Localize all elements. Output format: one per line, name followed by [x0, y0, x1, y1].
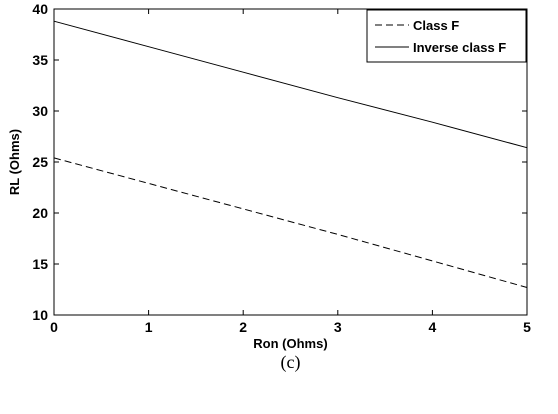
- y-axis-title: RL (Ohms): [7, 129, 22, 195]
- legend-label: Inverse class F: [413, 40, 506, 55]
- legend: Class F Inverse class F: [366, 9, 527, 63]
- series-layer: [53, 20, 528, 288]
- legend-box: [366, 9, 527, 63]
- y-tick-label: 35: [32, 52, 48, 68]
- x-tick-label: 3: [334, 319, 342, 335]
- x-tick-label: 1: [145, 319, 153, 335]
- x-axis-title: Ron (Ohms): [253, 336, 327, 351]
- series-line-class-f: [53, 157, 528, 288]
- x-axis: 0 1 2 3 4 5: [50, 9, 531, 335]
- y-tick-label: 25: [32, 154, 48, 170]
- x-tick-label: 0: [50, 319, 58, 335]
- figure-caption: (c): [281, 352, 301, 373]
- y-tick-label: 40: [32, 1, 48, 17]
- x-tick-label: 5: [523, 319, 531, 335]
- series-line-inverse-class-f: [53, 20, 528, 149]
- y-tick-label: 10: [32, 307, 48, 323]
- y-axis: 10 15 20 25 30 35 40: [32, 1, 527, 323]
- x-tick-label: 4: [429, 319, 437, 335]
- y-tick-label: 20: [32, 205, 48, 221]
- y-tick-label: 30: [32, 103, 48, 119]
- x-tick-label: 2: [239, 319, 247, 335]
- y-tick-label: 15: [32, 256, 48, 272]
- legend-label: Class F: [413, 18, 459, 33]
